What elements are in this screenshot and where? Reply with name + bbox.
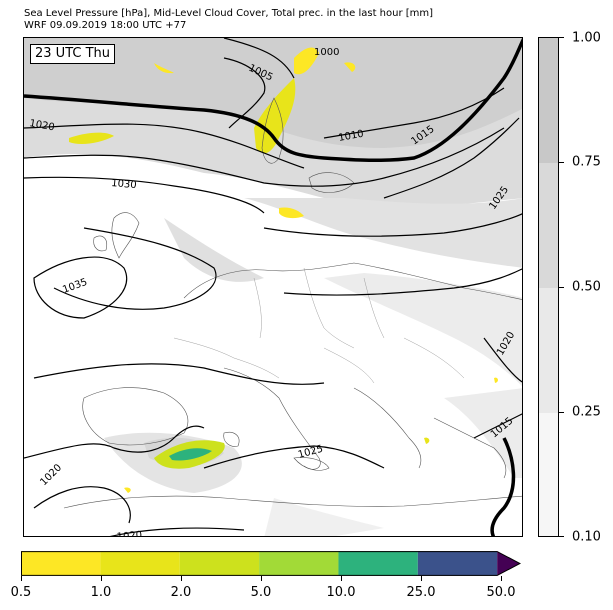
precip-tick-label: 0.5 [10, 585, 32, 600]
cloud-cover-band [539, 413, 558, 536]
precip-band [179, 551, 260, 576]
precip-extend-arrow [497, 551, 521, 576]
cloud-tick-label: 0.75 [572, 154, 601, 170]
precip-tick [181, 576, 182, 581]
cloud-cover-band [539, 38, 558, 163]
isobar-label: 1030 [111, 178, 137, 191]
precip-band [259, 551, 339, 576]
precip-tick-label: 10.0 [326, 585, 356, 600]
precip-tick [501, 576, 502, 581]
isobar-label: 1020 [116, 530, 142, 537]
cloud-tick [559, 287, 564, 288]
precip-band [417, 551, 498, 576]
cloud-tick [559, 37, 564, 38]
isobar-label: 1000 [314, 47, 339, 58]
precip-band [338, 551, 418, 576]
precip-band [21, 551, 101, 576]
isobar-label: 1020 [28, 118, 55, 133]
precipitation-patches [69, 47, 498, 493]
cloud-tick-label: 0.10 [572, 529, 601, 545]
precip-band [100, 551, 180, 576]
cloud-tick-label: 0.25 [572, 404, 601, 420]
precip-tick [421, 576, 422, 581]
isobar-label: 1035 [61, 277, 89, 296]
precip-tick [101, 576, 102, 581]
weather-map: 1000 1005 1010 1015 1020 1025 1030 1035 … [23, 37, 523, 537]
map-svg: 1000 1005 1010 1015 1020 1025 1030 1035 … [24, 38, 522, 537]
isobars [24, 38, 522, 536]
cloud-tick-label: 0.50 [572, 279, 601, 295]
precip-tick-label: 2.0 [170, 585, 192, 600]
cloud-cover-band [539, 288, 558, 413]
isobar-label: 1020 [38, 462, 64, 488]
precip-tick-label: 25.0 [406, 585, 436, 600]
cloud-cover-colorbar [538, 37, 559, 537]
cloud-tick-label: 1.00 [572, 30, 601, 46]
valid-time-label: 23 UTC Thu [30, 44, 115, 64]
precip-tick [341, 576, 342, 581]
precip-tick-label: 1.0 [90, 585, 112, 600]
precip-tick [261, 576, 262, 581]
title-line-1: Sea Level Pressure [hPa], Mid-Level Clou… [24, 8, 434, 19]
cloud-tick [559, 162, 564, 163]
isobar-label: 1010 [338, 129, 365, 144]
precip-tick [21, 576, 22, 581]
precip-tick-label: 50.0 [486, 585, 516, 600]
cloud-tick [559, 536, 564, 537]
title-line-2: WRF 09.09.2019 18:00 UTC +77 [24, 20, 187, 31]
country-borders [173, 267, 465, 384]
precip-tick-label: 5.0 [250, 585, 272, 600]
cloud-cover-band [539, 163, 558, 288]
precip-colorbar [21, 551, 521, 576]
chart-title: Sea Level Pressure [hPa], Mid-Level Clou… [24, 8, 433, 32]
cloud-tick [559, 412, 564, 413]
thick-isobars [24, 38, 522, 536]
